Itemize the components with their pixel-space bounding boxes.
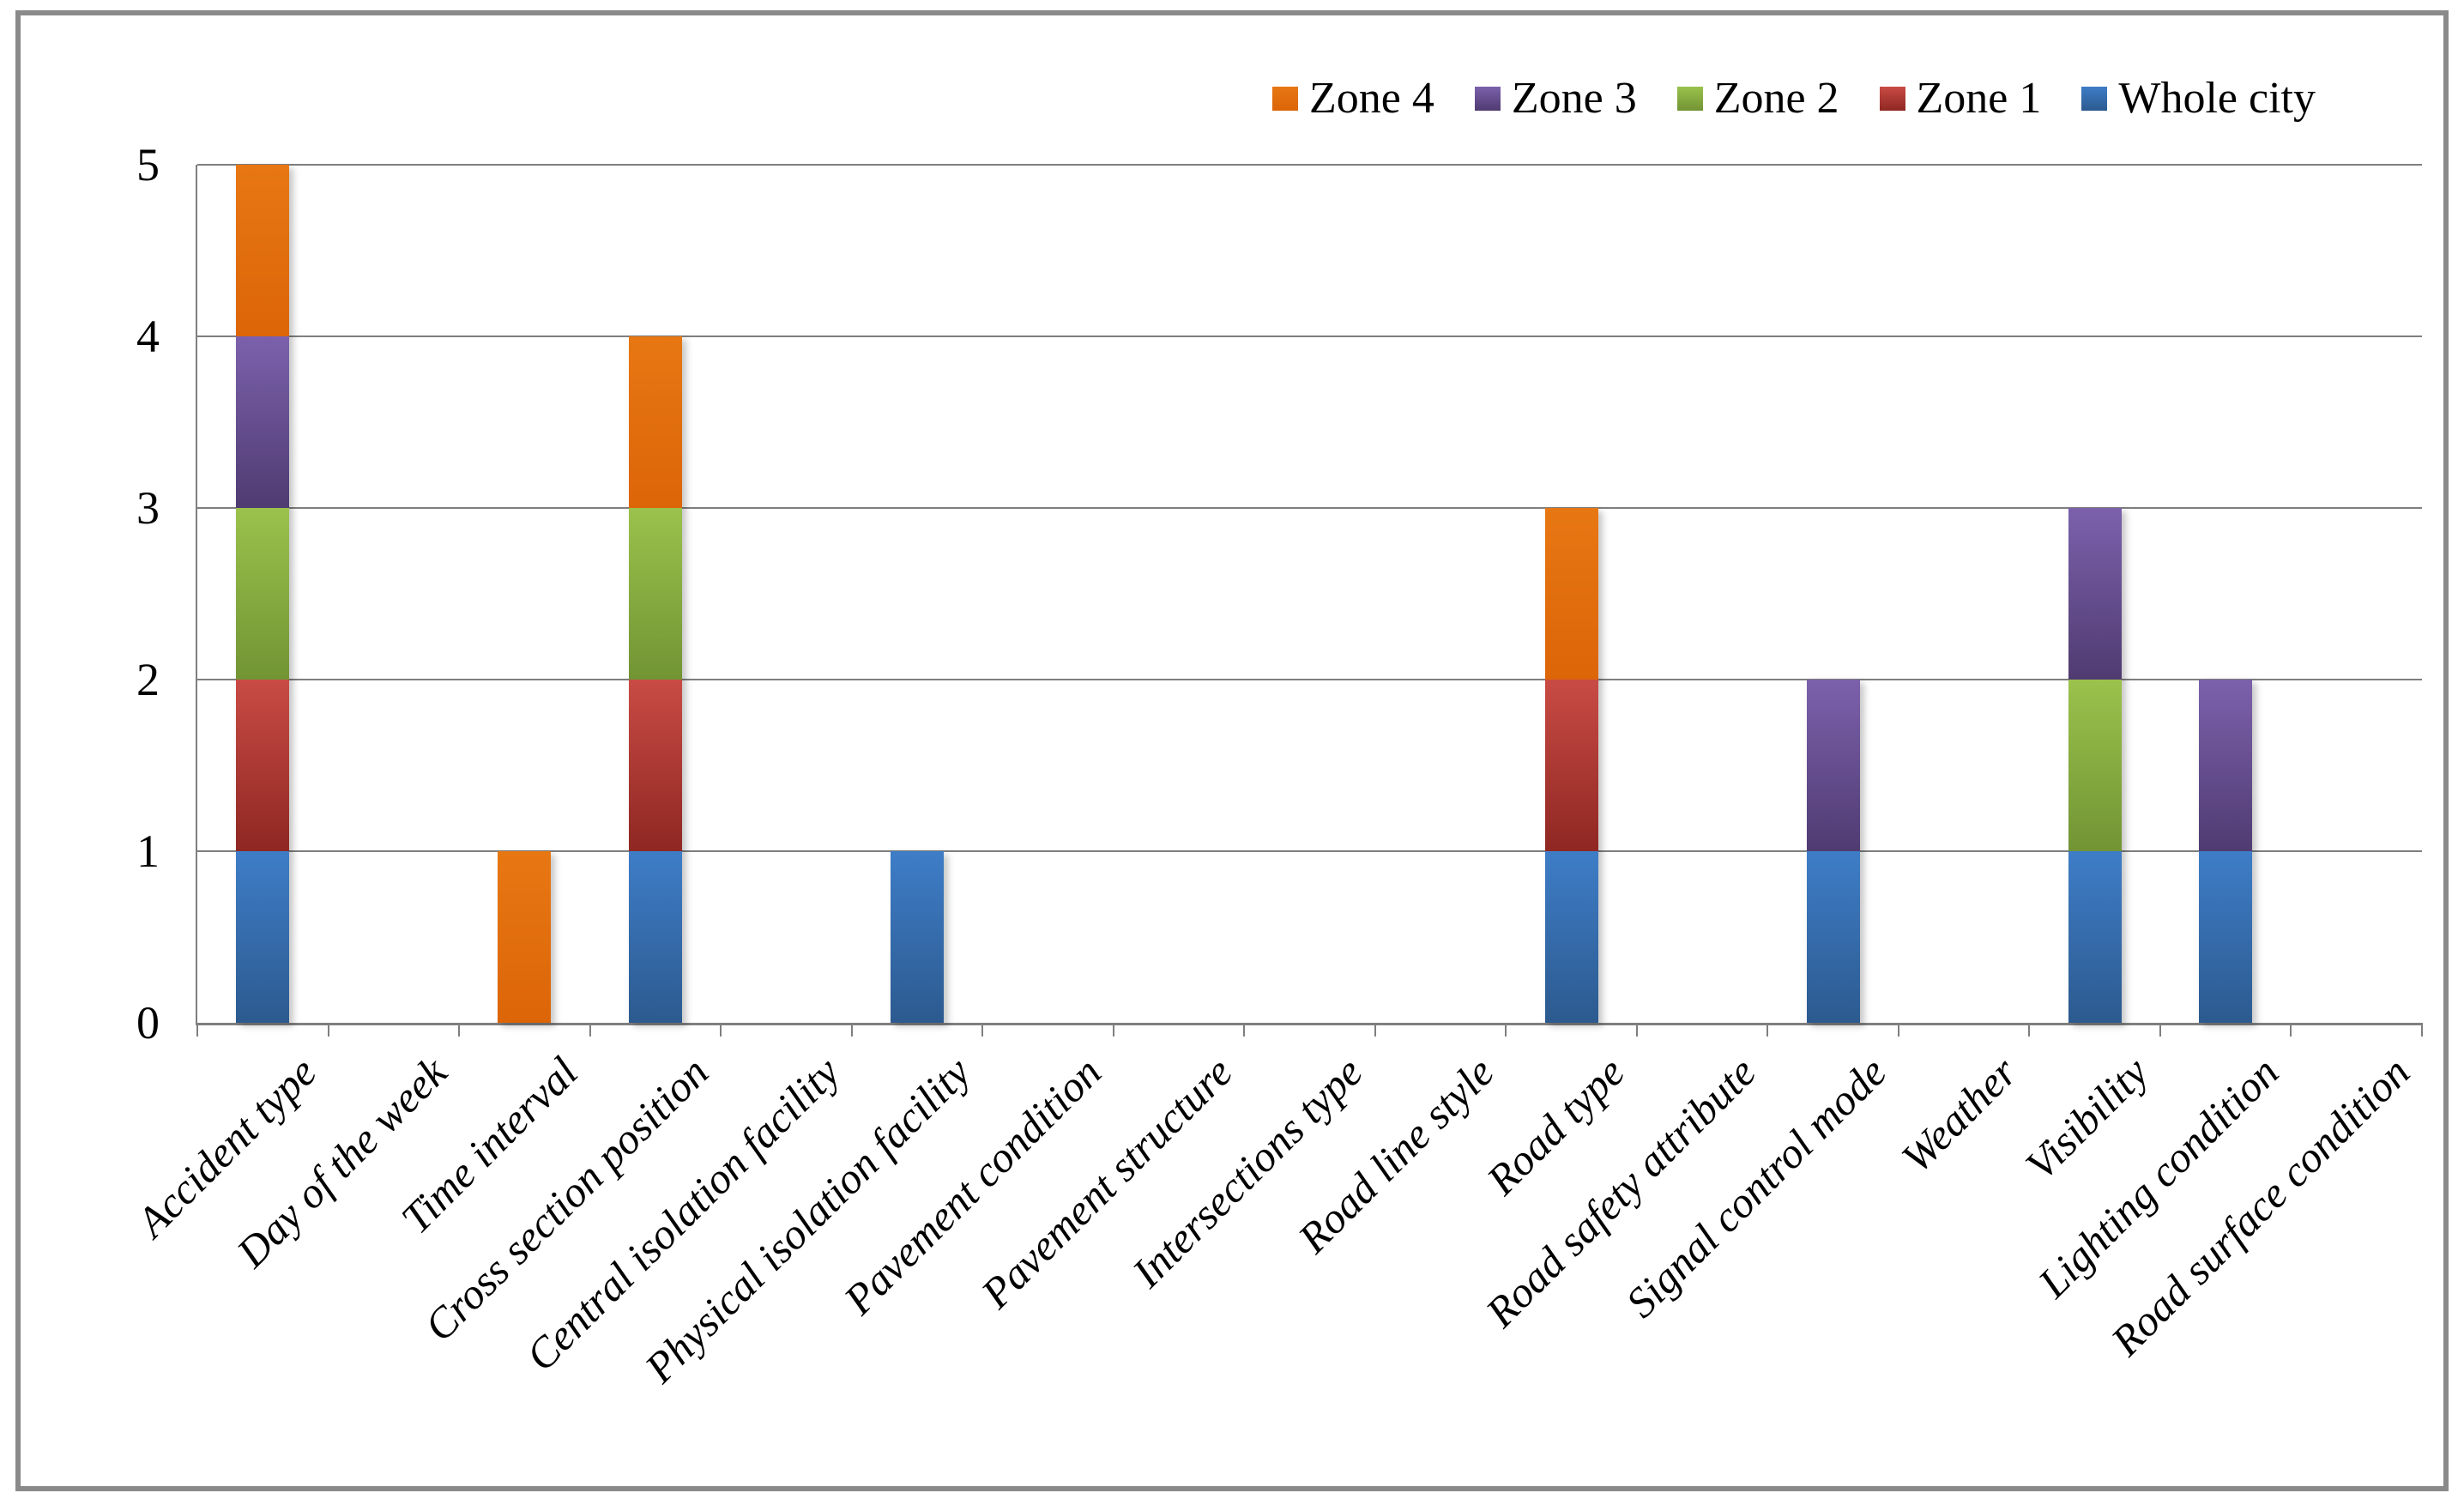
legend-swatch-zone-3 (1474, 87, 1501, 111)
bar-segment-zone-4 (236, 165, 290, 336)
legend-swatch-zone-4 (1272, 87, 1298, 111)
x-axis-tick (2028, 1023, 2031, 1037)
bar-stack-visibility (2068, 508, 2122, 1023)
bar-segment-zone-3 (236, 336, 290, 508)
bar-segment-whole-city (890, 851, 944, 1023)
legend-swatch-zone-2 (1676, 87, 1703, 111)
y-axis-tick-label: 0 (136, 997, 160, 1049)
x-axis-tick (327, 1023, 329, 1037)
bar-segment-zone-2 (2068, 680, 2122, 851)
x-axis-category-label: Lighting condition (2028, 1048, 2288, 1307)
legend: Zone 4 Zone 3 Zone 2 Zone 1 Whole city (1272, 74, 2316, 124)
bar-segment-whole-city (628, 851, 682, 1023)
bar-segment-whole-city (1544, 851, 1598, 1023)
legend-item: Zone 1 (1879, 74, 2042, 124)
bar-stack-signal-control-mode (1806, 680, 1860, 1023)
bar-stack-cross-section-position (628, 336, 682, 1023)
x-axis: Accident type Day of the week Time interva… (0, 1025, 2464, 1505)
x-axis-tick (850, 1023, 853, 1037)
legend-label: Zone 1 (1916, 74, 2042, 123)
bar-segment-whole-city (2199, 851, 2253, 1023)
y-axis-tick-label: 5 (136, 139, 160, 190)
gridline (197, 507, 2422, 509)
legend-item: Zone 4 (1272, 74, 1434, 124)
x-axis-tick (1374, 1023, 1376, 1037)
x-axis-tick (2159, 1023, 2161, 1037)
x-axis-category-label: Intersections type (1123, 1048, 1373, 1296)
bar-stack-road-type (1544, 508, 1598, 1023)
legend-item: Whole city (2081, 74, 2316, 124)
bar-segment-whole-city (236, 851, 290, 1023)
bar-segment-zone-2 (236, 508, 290, 680)
bar-stack-time-interval (498, 851, 552, 1023)
bar-segment-zone-3 (1806, 680, 1860, 851)
x-axis-tick (981, 1023, 984, 1037)
x-axis-tick (1635, 1023, 1638, 1037)
gridline (197, 850, 2422, 852)
x-axis-tick (720, 1023, 722, 1037)
bar-stack-lighting-condition (2199, 680, 2253, 1023)
x-axis-tick (1112, 1023, 1114, 1037)
gridline (197, 164, 2422, 166)
bar-segment-zone-3 (2068, 508, 2122, 680)
legend-label: Zone 3 (1511, 74, 1637, 123)
y-axis-tick-label: 4 (136, 311, 160, 362)
legend-item: Zone 2 (1676, 74, 1839, 124)
y-axis-tick-label: 1 (136, 825, 160, 877)
x-axis-tick (196, 1023, 198, 1037)
x-axis-tick (2421, 1023, 2423, 1037)
bar-segment-zone-1 (1544, 680, 1598, 851)
x-axis-category-label: Pavement structure (971, 1048, 1241, 1318)
bar-segment-zone-4 (498, 851, 552, 1023)
x-axis-tick (1897, 1023, 1899, 1037)
bar-segment-zone-1 (236, 680, 290, 851)
legend-item: Zone 3 (1474, 74, 1637, 124)
x-axis-tick (1243, 1023, 1246, 1037)
legend-swatch-zone-1 (1879, 87, 1905, 111)
y-axis: 0 1 2 3 4 5 (0, 139, 160, 1049)
x-axis-tick (1766, 1023, 1769, 1037)
x-axis-tick (458, 1023, 461, 1037)
x-axis-tick (589, 1023, 591, 1037)
x-axis-tick (1505, 1023, 1507, 1037)
legend-label: Zone 2 (1713, 74, 1839, 123)
bar-segment-zone-1 (628, 680, 682, 851)
gridline (197, 335, 2422, 337)
plot-area (196, 164, 2423, 1037)
x-axis-category-label: Weather (1892, 1048, 2026, 1182)
gridline (197, 679, 2422, 680)
legend-label: Zone 4 (1309, 74, 1434, 123)
bar-stack-physical-isolation-facility (890, 851, 944, 1023)
bar-segment-whole-city (2068, 851, 2122, 1023)
bar-stack-accident-type (236, 165, 290, 1023)
x-axis-tick (2290, 1023, 2292, 1037)
bar-segment-zone-4 (1544, 508, 1598, 680)
bar-segment-zone-3 (2199, 680, 2253, 851)
bar-segment-zone-2 (628, 508, 682, 680)
legend-swatch-whole-city (2081, 87, 2108, 111)
y-axis-tick-label: 3 (136, 482, 160, 534)
bar-segment-zone-4 (628, 336, 682, 508)
bar-segment-whole-city (1806, 851, 1860, 1023)
y-axis-tick-label: 2 (136, 654, 160, 705)
legend-label: Whole city (2118, 74, 2316, 123)
